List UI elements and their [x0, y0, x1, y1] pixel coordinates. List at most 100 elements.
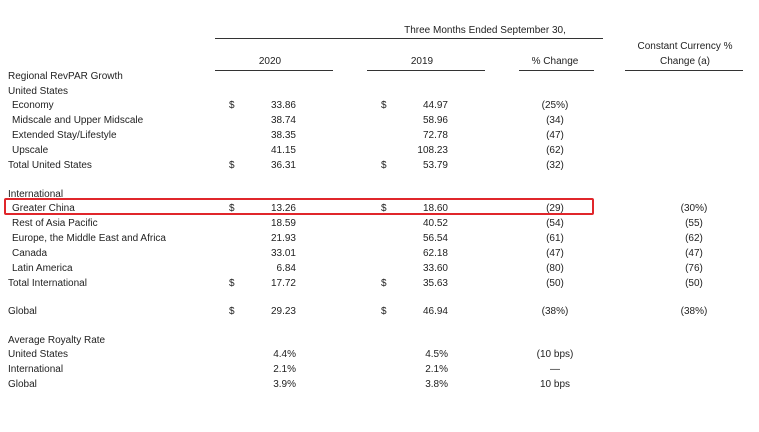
dollar-sign: $: [381, 306, 387, 317]
value-2020: 4.4%: [273, 349, 296, 360]
rule-2019: [367, 70, 485, 71]
value-change: (54): [546, 218, 564, 229]
table-row-rest-of-asia-pacific: Rest of Asia Pacific 18.59 40.52 (54) (5…: [0, 218, 759, 233]
period-rule: [215, 38, 603, 39]
table-row-royalty-international: International 2.1% 2.1% —: [0, 364, 759, 379]
row-label: Economy: [12, 100, 54, 111]
value-2020: 41.15: [270, 145, 296, 156]
dollar-sign: $: [229, 278, 235, 289]
highlight-box-greater-china: [4, 198, 594, 215]
table-row-royalty-global: Global 3.9% 3.8% 10 bps: [0, 379, 759, 394]
value-constant-currency: (62): [685, 233, 703, 244]
table-row-greater-china: Greater China $ 13.26 $ 18.60 (29) (30%): [0, 203, 759, 218]
table-row-emea: Europe, the Middle East and Africa 21.93…: [0, 233, 759, 248]
value-2020: 17.72: [270, 278, 296, 289]
value-2020: 33.86: [270, 100, 296, 111]
value-2020: 33.01: [270, 248, 296, 259]
value-2019: 4.5%: [425, 349, 448, 360]
row-label: Extended Stay/Lifestyle: [12, 130, 117, 141]
value-2019: 56.54: [422, 233, 448, 244]
col-header-2020: 2020: [258, 56, 282, 67]
constant-currency-header-line2: Change (a): [659, 56, 711, 67]
value-change: (29): [546, 203, 564, 214]
dollar-sign: $: [229, 203, 235, 214]
value-constant-currency: (47): [685, 248, 703, 259]
value-2020: 3.9%: [273, 379, 296, 390]
row-label: Global: [8, 379, 37, 390]
value-2019: 18.60: [422, 203, 448, 214]
value-constant-currency: (55): [685, 218, 703, 229]
value-change: (61): [546, 233, 564, 244]
row-label: Total United States: [8, 160, 92, 171]
value-2020: 38.74: [270, 115, 296, 126]
value-change: (25%): [541, 100, 569, 111]
section-title-international: International: [8, 189, 64, 200]
table-row-upscale: Upscale 41.15 108.23 (62): [0, 145, 759, 160]
row-label: Total International: [8, 278, 87, 289]
table-row-royalty-us: United States 4.4% 4.5% (10 bps): [0, 349, 759, 364]
rule-2020: [215, 70, 333, 71]
value-2019: 3.8%: [425, 379, 448, 390]
dollar-sign: $: [381, 160, 387, 171]
dollar-sign: $: [229, 306, 235, 317]
value-2019: 2.1%: [425, 364, 448, 375]
value-2019: 62.18: [422, 248, 448, 259]
row-label: Rest of Asia Pacific: [12, 218, 98, 229]
value-2020: 18.59: [270, 218, 296, 229]
value-constant-currency: (30%): [680, 203, 708, 214]
table-row-canada: Canada 33.01 62.18 (47) (47): [0, 248, 759, 263]
section-title-us: United States: [8, 86, 69, 97]
row-label: Upscale: [12, 145, 49, 156]
row-label: International: [8, 364, 64, 375]
value-change: (38%): [541, 306, 569, 317]
section-title-revpar: Regional RevPAR Growth: [8, 71, 123, 82]
value-change: (50): [546, 278, 564, 289]
dollar-sign: $: [381, 278, 387, 289]
dollar-sign: $: [229, 100, 235, 111]
table-row-economy: Economy $ 33.86 $ 44.97 (25%): [0, 100, 759, 115]
value-2019: 40.52: [422, 218, 448, 229]
value-2019: 108.23: [417, 145, 448, 156]
value-2020: 29.23: [270, 306, 296, 317]
dollar-sign: $: [381, 100, 387, 111]
period-header: Three Months Ended September 30,: [404, 25, 566, 36]
table-row-midscale: Midscale and Upper Midscale 38.74 58.96 …: [0, 115, 759, 130]
section-title-royalty: Average Royalty Rate: [8, 335, 106, 346]
value-2020: 6.84: [276, 263, 296, 274]
value-change: (10 bps): [536, 349, 574, 360]
row-label: Greater China: [12, 203, 75, 214]
table-row-latin-america: Latin America 6.84 33.60 (80) (76): [0, 263, 759, 278]
value-2019: 46.94: [422, 306, 448, 317]
row-label: United States: [8, 349, 69, 360]
value-2019: 33.60: [422, 263, 448, 274]
value-constant-currency: (38%): [680, 306, 708, 317]
value-change: (47): [546, 248, 564, 259]
value-constant-currency: (50): [685, 278, 703, 289]
row-label: Canada: [12, 248, 48, 259]
value-2020: 36.31: [270, 160, 296, 171]
value-change: (62): [546, 145, 564, 156]
constant-currency-header-line1: Constant Currency %: [637, 41, 733, 52]
value-change: (34): [546, 115, 564, 126]
value-2020: 21.93: [270, 233, 296, 244]
table-row-global-revpar: Global $ 29.23 $ 46.94 (38%) (38%): [0, 306, 759, 321]
value-constant-currency: (76): [685, 263, 703, 274]
value-change: —: [550, 364, 560, 375]
value-2019: 53.79: [422, 160, 448, 171]
rule-change: [519, 70, 594, 71]
col-header-change: % Change: [531, 56, 579, 67]
value-2019: 72.78: [422, 130, 448, 141]
rule-constant-currency: [625, 70, 743, 71]
value-2020: 38.35: [270, 130, 296, 141]
value-change: (47): [546, 130, 564, 141]
value-2019: 58.96: [422, 115, 448, 126]
table-row-total-international: Total International $ 17.72 $ 35.63 (50)…: [0, 278, 759, 293]
row-label: Latin America: [12, 263, 73, 274]
value-change: (80): [546, 263, 564, 274]
value-2020: 2.1%: [273, 364, 296, 375]
table-row-extended-stay: Extended Stay/Lifestyle 38.35 72.78 (47): [0, 130, 759, 145]
table-row-total-us: Total United States $ 36.31 $ 53.79 (32): [0, 160, 759, 175]
value-2019: 35.63: [422, 278, 448, 289]
value-change: 10 bps: [539, 379, 571, 390]
value-2019: 44.97: [422, 100, 448, 111]
